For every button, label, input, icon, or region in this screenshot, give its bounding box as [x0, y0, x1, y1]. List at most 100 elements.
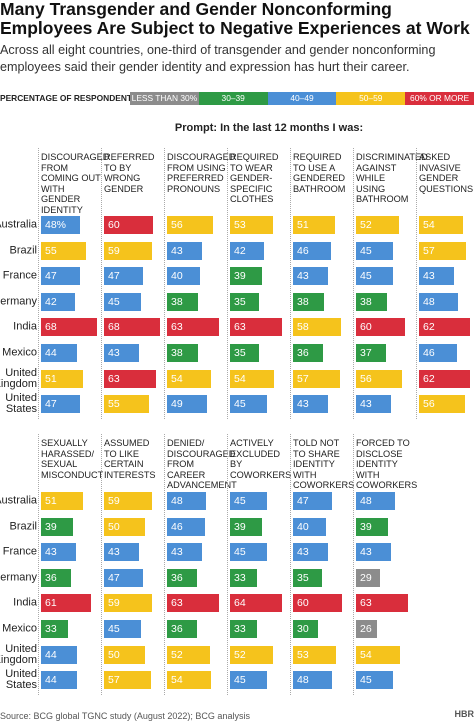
separator [38, 434, 39, 695]
bar [356, 292, 388, 311]
country-label: Australia [0, 218, 37, 231]
bar [356, 344, 387, 362]
data-label: 39 [360, 520, 372, 533]
bar [167, 594, 219, 613]
bar [293, 517, 326, 536]
bar [293, 543, 329, 562]
bar [167, 292, 199, 311]
legend-item: 40–49 [267, 92, 337, 105]
bar [104, 267, 143, 286]
data-label: 52 [360, 219, 372, 231]
bar [230, 292, 259, 311]
bar [41, 267, 80, 286]
bar [41, 241, 87, 260]
bar [293, 594, 343, 613]
data-label: 57 [108, 674, 120, 687]
separator [227, 434, 228, 695]
data-label: 48 [423, 295, 435, 308]
data-label: 43 [360, 398, 372, 411]
bar [167, 517, 205, 536]
bar [167, 318, 219, 337]
column-header: REQUIRED TO WEAR GENDER-SPECIFIC CLOTHES [230, 152, 279, 205]
country-label: United Kingdom [0, 366, 37, 390]
prompt: Prompt: In the last 12 months I was: [174, 122, 364, 134]
bar [230, 568, 258, 587]
bar [41, 395, 80, 414]
data-label: 43 [297, 546, 309, 559]
data-label: 29 [360, 571, 372, 584]
country-label: France [2, 545, 37, 558]
data-label: 47 [108, 270, 120, 283]
data-label: 50 [108, 648, 120, 661]
bar [419, 267, 455, 286]
bar [41, 568, 71, 587]
data-label: 36 [297, 347, 309, 359]
bar [41, 671, 78, 690]
bar [104, 292, 141, 311]
country-label: India [13, 596, 37, 609]
bar [104, 216, 154, 234]
bar [419, 369, 470, 388]
separator [101, 434, 102, 695]
bar [167, 568, 197, 587]
country-label: Germany [0, 571, 37, 584]
data-label: 38 [171, 347, 183, 359]
data-label: 56 [423, 398, 435, 411]
bar [167, 395, 208, 414]
bar [104, 620, 141, 638]
data-label: 59 [108, 597, 120, 610]
bar [356, 543, 392, 562]
source: Source: BCG global TGNC study (August 20… [0, 711, 250, 721]
bar [41, 216, 81, 234]
column-header: DENIED/ DISCOURAGED FROM CAREER ADVANCEM… [167, 438, 237, 491]
bar [419, 292, 459, 311]
data-label: 63 [171, 597, 183, 610]
country-label: Brazil [9, 244, 37, 257]
data-label: 56 [171, 219, 183, 231]
data-label: 55 [108, 398, 120, 411]
separator [353, 148, 354, 419]
bar [293, 620, 318, 638]
legend-item: 30–39 [198, 92, 268, 105]
data-label: 48 [171, 495, 183, 507]
country-label: Brazil [9, 520, 37, 533]
country-label: India [13, 320, 37, 333]
data-label: 59 [108, 244, 120, 257]
bar [167, 620, 197, 638]
legend-item: 50–59 [336, 92, 406, 105]
bar [41, 292, 76, 311]
data-label: 43 [108, 546, 120, 559]
bar [356, 369, 402, 388]
data-label: 46 [423, 347, 435, 359]
data-label: 48% [45, 219, 67, 231]
country-label: United Kingdom [0, 642, 37, 666]
data-label: 47 [45, 270, 57, 283]
country-label: United States [5, 392, 37, 416]
bar [41, 620, 69, 638]
data-label: 36 [45, 571, 57, 584]
column-header: DISCRIMINATED AGAINST WHILE USING BATHRO… [356, 152, 428, 205]
bar [293, 292, 325, 311]
data-label: 35 [297, 571, 309, 584]
data-label: 52 [234, 648, 246, 661]
bar [293, 395, 329, 414]
bar [167, 369, 212, 388]
data-label: 54 [360, 648, 372, 661]
bar [356, 492, 396, 510]
bar [293, 645, 337, 664]
data-label: 42 [45, 295, 57, 308]
data-label: 53 [297, 648, 309, 661]
column-header: DISCOURAGED FROM USING PREFERRED PRONOUN… [167, 152, 236, 194]
bar [167, 241, 203, 260]
data-label: 43 [171, 244, 183, 257]
column-header: ACTIVELY EXCLUDED BY COWORKERS [230, 438, 292, 480]
bar [356, 216, 399, 234]
bar [230, 543, 267, 562]
bar [293, 369, 340, 388]
logo: HBR [454, 709, 474, 719]
data-label: 51 [45, 372, 57, 385]
data-label: 57 [297, 372, 309, 385]
data-label: 61 [45, 597, 57, 610]
bar [104, 395, 150, 414]
country-label: United States [5, 668, 37, 692]
